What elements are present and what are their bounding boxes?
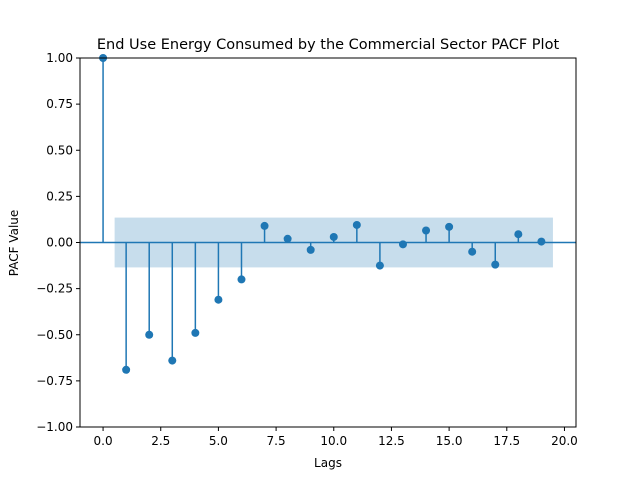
y-tick-label: −0.50 bbox=[36, 328, 73, 342]
chart-title: End Use Energy Consumed by the Commercia… bbox=[97, 37, 560, 53]
y-tick-label: −1.00 bbox=[36, 420, 73, 434]
y-tick-label: 0.75 bbox=[46, 97, 73, 111]
data-point bbox=[168, 356, 177, 365]
y-tick-label: −0.75 bbox=[36, 374, 73, 388]
data-point bbox=[398, 240, 407, 249]
data-point bbox=[306, 245, 315, 254]
data-point bbox=[352, 220, 361, 229]
y-tick-label: −0.25 bbox=[36, 282, 73, 296]
axes: 0.0 2.5 5.0 7.5 10.0 12.5 15.0 17.5 20.0 −1.00 −0.… bbox=[36, 51, 578, 448]
data-point bbox=[537, 237, 546, 246]
y-tick-label: 0.50 bbox=[46, 143, 73, 157]
data-point bbox=[329, 232, 338, 241]
data-point bbox=[468, 247, 477, 256]
data-point bbox=[445, 222, 454, 231]
y-tick-label: 0.25 bbox=[46, 189, 73, 203]
data-point bbox=[283, 234, 292, 243]
x-tick-label: 20.0 bbox=[551, 434, 578, 448]
x-tick-label: 5.0 bbox=[209, 434, 228, 448]
x-axis-title: Lags bbox=[314, 456, 342, 470]
x-tick-label: 7.5 bbox=[267, 434, 286, 448]
plot-area bbox=[80, 54, 576, 374]
x-tick-label: 10.0 bbox=[320, 434, 347, 448]
data-point bbox=[422, 226, 431, 235]
data-point bbox=[122, 365, 131, 374]
data-point bbox=[491, 260, 500, 269]
y-tick-label: 1.00 bbox=[46, 51, 73, 65]
data-point bbox=[191, 328, 200, 337]
x-tick-label: 12.5 bbox=[378, 434, 405, 448]
x-tick-label: 15.0 bbox=[436, 434, 463, 448]
data-point bbox=[145, 330, 154, 339]
data-point bbox=[514, 230, 523, 239]
data-point bbox=[375, 261, 384, 270]
x-tick-label: 17.5 bbox=[493, 434, 520, 448]
x-tick-label: 2.5 bbox=[151, 434, 170, 448]
data-point bbox=[214, 295, 223, 304]
x-tick-label: 0.0 bbox=[94, 434, 113, 448]
y-axis-title: PACF Value bbox=[7, 210, 21, 277]
data-point bbox=[237, 275, 246, 284]
data-point bbox=[260, 221, 269, 230]
y-tick-label: 0.00 bbox=[46, 236, 73, 250]
